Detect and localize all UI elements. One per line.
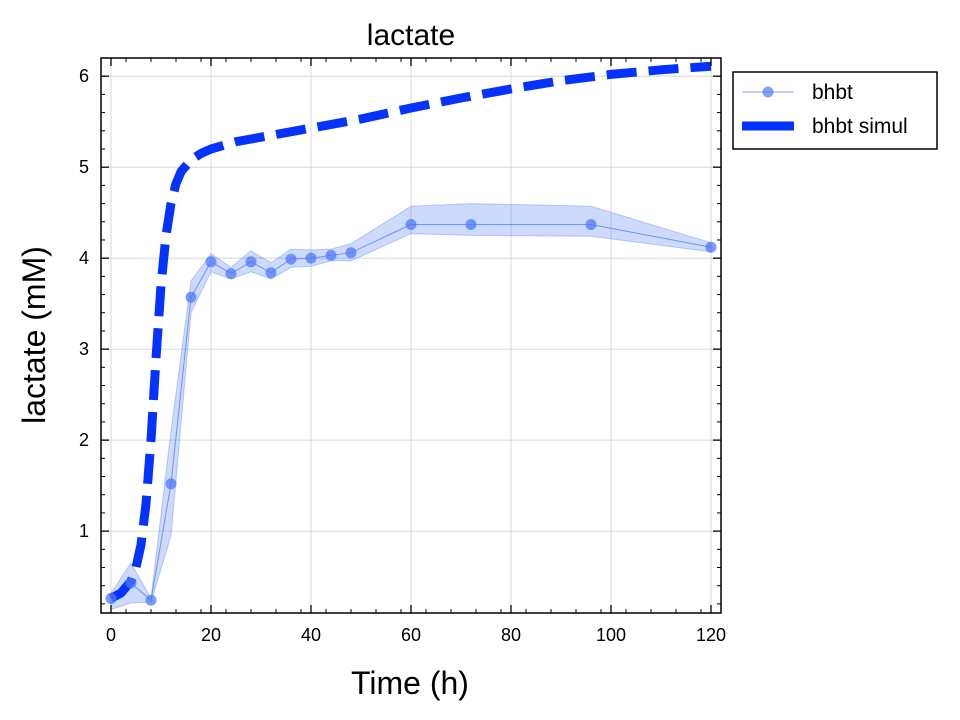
chart-title: lactate bbox=[367, 19, 455, 52]
data-point bbox=[325, 249, 337, 261]
legend-marker-bhbt bbox=[762, 86, 774, 98]
x-tick-label: 60 bbox=[401, 625, 421, 645]
grid bbox=[101, 58, 721, 613]
data-point bbox=[265, 267, 277, 279]
y-tick-label: 3 bbox=[79, 339, 89, 359]
y-tick-label: 2 bbox=[79, 430, 89, 450]
x-tick-label: 100 bbox=[596, 625, 626, 645]
data-point bbox=[125, 577, 137, 589]
axis-tick-labels: 0 20 40 60 80 100 120 1 2 3 4 5 6 bbox=[79, 66, 726, 645]
x-tick-label: 40 bbox=[301, 625, 321, 645]
data-point bbox=[585, 219, 597, 230]
series-line-bhbt-simul bbox=[108, 61, 712, 603]
y-tick-label: 1 bbox=[79, 521, 89, 541]
data-point bbox=[465, 219, 477, 230]
data-point bbox=[345, 247, 357, 259]
y-tick-label: 6 bbox=[79, 66, 89, 86]
data-point bbox=[285, 253, 297, 265]
data-point bbox=[205, 256, 217, 268]
legend-label-bhbt: bhbt bbox=[812, 81, 853, 104]
axis-ticks bbox=[100, 57, 721, 613]
x-axis-label: Time (h) bbox=[351, 665, 469, 701]
data-point bbox=[705, 241, 717, 253]
data-point bbox=[245, 256, 257, 268]
y-tick-label: 5 bbox=[79, 157, 89, 177]
data-point bbox=[165, 478, 177, 490]
y-tick-label: 4 bbox=[79, 248, 89, 268]
data-markers bbox=[105, 219, 717, 606]
legend-box bbox=[732, 71, 938, 150]
data-point bbox=[405, 219, 417, 230]
data-point bbox=[185, 291, 197, 303]
x-tick-label: 80 bbox=[501, 625, 521, 645]
x-tick-label: 0 bbox=[106, 625, 116, 645]
x-tick-label: 20 bbox=[201, 625, 221, 645]
data-point bbox=[305, 252, 317, 264]
data-point bbox=[225, 268, 237, 280]
legend-label-bhbt-simul: bhbt simul bbox=[812, 115, 908, 138]
data-point bbox=[105, 592, 117, 604]
data-point bbox=[145, 594, 157, 606]
x-tick-label: 120 bbox=[696, 625, 726, 645]
y-axis-label: lactate (mM) bbox=[16, 246, 52, 424]
legend: bhbt bhbt simul bbox=[732, 71, 938, 150]
